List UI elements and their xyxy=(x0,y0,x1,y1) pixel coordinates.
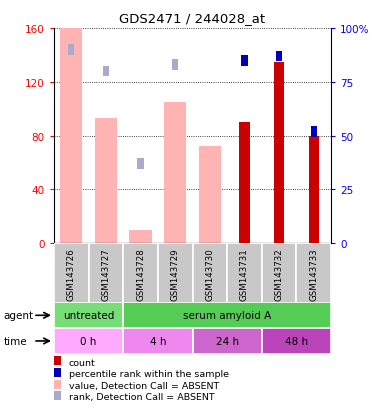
Text: GSM143727: GSM143727 xyxy=(101,247,110,300)
Bar xyxy=(60,29,82,244)
Text: time: time xyxy=(4,336,27,346)
Bar xyxy=(274,62,284,244)
Text: 0 h: 0 h xyxy=(80,336,97,346)
Text: percentile rank within the sample: percentile rank within the sample xyxy=(69,369,229,378)
Bar xyxy=(309,136,319,244)
Text: agent: agent xyxy=(4,311,34,320)
Bar xyxy=(54,328,123,354)
Text: GSM143731: GSM143731 xyxy=(240,247,249,300)
Bar xyxy=(192,244,227,304)
Bar xyxy=(296,244,331,304)
Bar xyxy=(95,119,117,244)
Bar xyxy=(54,303,123,328)
Bar xyxy=(311,127,317,138)
Text: GSM143726: GSM143726 xyxy=(67,247,76,300)
Bar xyxy=(123,244,158,304)
Text: untreated: untreated xyxy=(63,311,114,320)
Text: GSM143730: GSM143730 xyxy=(205,247,214,300)
Text: serum amyloid A: serum amyloid A xyxy=(183,311,271,320)
Bar xyxy=(262,244,296,304)
Text: GSM143732: GSM143732 xyxy=(275,247,284,300)
Text: value, Detection Call = ABSENT: value, Detection Call = ABSENT xyxy=(69,381,219,390)
Bar xyxy=(103,66,109,77)
Bar xyxy=(129,230,152,244)
Text: 4 h: 4 h xyxy=(150,336,166,346)
Bar xyxy=(276,52,282,62)
Text: GSM143728: GSM143728 xyxy=(136,247,145,300)
Bar xyxy=(68,45,74,56)
Text: 48 h: 48 h xyxy=(285,336,308,346)
Text: 24 h: 24 h xyxy=(216,336,239,346)
Text: GSM143729: GSM143729 xyxy=(171,247,180,300)
Text: rank, Detection Call = ABSENT: rank, Detection Call = ABSENT xyxy=(69,392,214,401)
Bar xyxy=(199,147,221,244)
Bar xyxy=(89,244,123,304)
Text: count: count xyxy=(69,358,95,367)
Bar xyxy=(172,60,178,71)
Bar xyxy=(241,56,248,66)
Bar xyxy=(137,159,144,170)
Bar xyxy=(262,328,331,354)
Bar xyxy=(192,328,262,354)
Bar xyxy=(158,244,192,304)
Bar xyxy=(239,123,250,244)
Bar xyxy=(54,244,89,304)
Bar xyxy=(164,103,186,244)
Bar xyxy=(123,328,192,354)
Bar xyxy=(227,244,262,304)
Title: GDS2471 / 244028_at: GDS2471 / 244028_at xyxy=(119,12,266,25)
Bar xyxy=(123,303,331,328)
Text: GSM143733: GSM143733 xyxy=(309,247,318,300)
